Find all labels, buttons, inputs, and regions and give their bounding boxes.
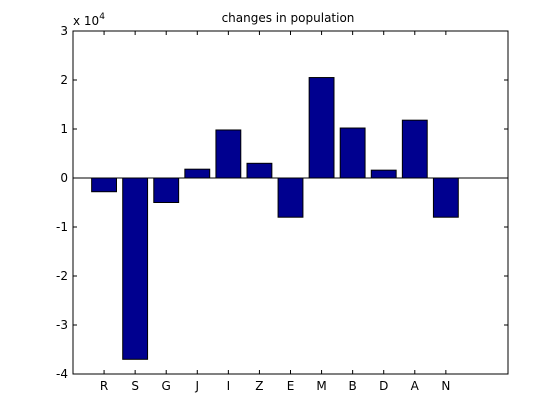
y-tick-label: -3 <box>56 318 68 332</box>
y-tick-label: 1 <box>60 122 68 136</box>
x-tick-label-G: G <box>162 379 171 393</box>
y-tick-label: 2 <box>60 73 68 87</box>
bar-N <box>432 177 459 218</box>
x-tick-label-M: M <box>316 379 326 393</box>
bar-M <box>308 77 335 179</box>
multiplier-exponent: 4 <box>99 12 105 22</box>
bar-D <box>370 169 397 179</box>
y-axis: -4 -3 -2 -1 0 1 2 3 <box>56 24 508 381</box>
x-tick-label-R: R <box>100 379 108 393</box>
bar-A <box>401 119 428 179</box>
x-tick-label-A: A <box>411 379 420 393</box>
x-tick-label-Z: Z <box>255 379 263 393</box>
y-tick-label: -4 <box>56 367 68 381</box>
y-axis-multiplier: x 104 <box>73 12 105 28</box>
x-tick-label-B: B <box>349 379 357 393</box>
x-tick-label-N: N <box>441 379 450 393</box>
x-tick-label-D: D <box>379 379 388 393</box>
y-tick-label: -1 <box>56 220 68 234</box>
bar-Z <box>246 162 273 179</box>
x-tick-label-S: S <box>131 379 139 393</box>
bar-J <box>184 168 211 179</box>
bar-S <box>122 177 149 360</box>
bar-I <box>215 129 242 179</box>
y-tick-label: 3 <box>60 24 68 38</box>
y-tick-label: 0 <box>60 171 68 185</box>
multiplier-base: x 10 <box>73 14 99 28</box>
x-tick-label-I: I <box>227 379 231 393</box>
bar-G <box>153 177 180 203</box>
bar-E <box>277 177 304 218</box>
x-tick-label-E: E <box>287 379 295 393</box>
bar-R <box>91 177 118 193</box>
x-tick-label-J: J <box>195 379 200 393</box>
bar-B <box>339 127 366 179</box>
chart-title: changes in population <box>222 11 355 25</box>
y-tick-label: -2 <box>56 269 68 283</box>
